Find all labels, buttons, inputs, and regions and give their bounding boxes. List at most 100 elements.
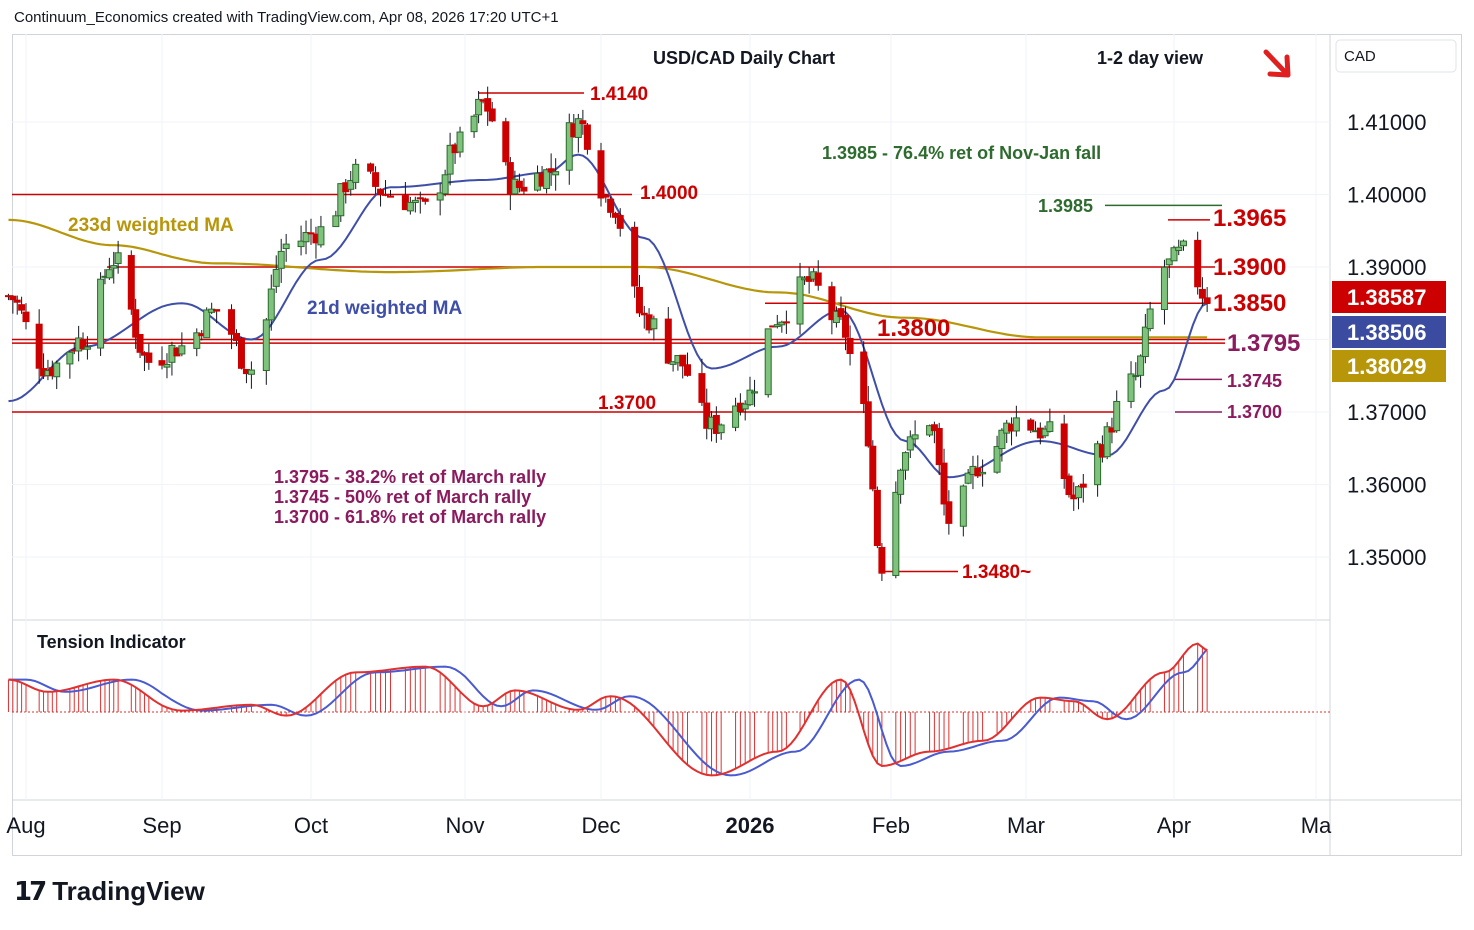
candle-down xyxy=(631,226,639,287)
candle-down xyxy=(307,232,315,235)
level-label-1-3700-ret: 1.3700 xyxy=(1227,402,1282,422)
candle-down xyxy=(579,120,587,125)
candle-down xyxy=(842,314,850,338)
candle-up xyxy=(272,269,280,287)
candle-down xyxy=(635,286,643,314)
candle-down xyxy=(158,360,166,366)
candle-down xyxy=(145,352,153,363)
chart-frame[interactable] xyxy=(12,34,1462,856)
candle-up xyxy=(203,309,211,339)
level-label-1-3800: 1.3800 xyxy=(877,315,950,342)
price-badge xyxy=(1332,281,1446,313)
x-axis: Aug Sep Oct Nov Dec 2026 Feb Mar Apr Ma xyxy=(6,813,1332,838)
candle-up xyxy=(105,269,113,279)
candle-up xyxy=(1170,247,1178,262)
candle-up xyxy=(282,243,290,250)
tradingview-logo[interactable]: 17 TradingView xyxy=(14,876,205,907)
candle-down xyxy=(502,121,510,163)
candle-up xyxy=(297,240,305,248)
candle-down xyxy=(421,198,429,202)
candle-up xyxy=(1041,428,1049,437)
candle-up xyxy=(332,215,340,228)
candle-down xyxy=(13,299,21,303)
candle-up xyxy=(552,171,560,176)
candle-up xyxy=(456,131,464,153)
level-label-1-3965: 1.3965 xyxy=(1213,205,1286,232)
level-label-1-4140: 1.4140 xyxy=(590,84,648,105)
candle-up xyxy=(897,469,905,495)
candle-down xyxy=(367,163,375,172)
y-tick-label: 1.40000 xyxy=(1347,183,1427,208)
candle-down xyxy=(484,98,492,112)
candle-down xyxy=(878,546,886,574)
price-badge xyxy=(1332,316,1446,348)
candle-down xyxy=(132,309,140,338)
tension-label: Tension Indicator xyxy=(37,632,186,652)
candle-down xyxy=(1060,423,1068,480)
candle-up xyxy=(317,226,325,246)
candle-up xyxy=(475,98,483,116)
candle-up xyxy=(1160,266,1168,311)
candle-down xyxy=(22,311,30,323)
tension-main-line xyxy=(8,642,1208,777)
candle-down xyxy=(382,193,390,196)
candle-up xyxy=(247,369,255,375)
candle-down xyxy=(782,321,790,324)
candle-down xyxy=(846,337,854,354)
y-tick-label: 1.39000 xyxy=(1347,255,1427,280)
candle-down xyxy=(814,272,822,286)
level-label-1-3850: 1.3850 xyxy=(1213,290,1286,317)
candle-down xyxy=(837,308,845,318)
x-tick-label: Dec xyxy=(581,813,620,838)
candle-down xyxy=(930,424,938,432)
candle-down xyxy=(547,168,555,173)
candle-up xyxy=(911,434,919,440)
x-tick-label: 2026 xyxy=(726,813,775,838)
candle-up xyxy=(441,174,449,195)
candle-up xyxy=(565,122,573,171)
candle-up xyxy=(764,328,772,396)
candle-up xyxy=(1103,426,1111,458)
candle-down xyxy=(416,197,424,200)
candle-down xyxy=(9,295,17,301)
candle-up xyxy=(1094,443,1102,486)
candle-up xyxy=(436,192,444,201)
level-label-1-4000: 1.4000 xyxy=(640,183,698,204)
candle-down xyxy=(616,214,624,229)
candle-up xyxy=(178,345,186,355)
candle-up xyxy=(901,452,909,471)
candle-up xyxy=(741,403,749,410)
candle-up xyxy=(1132,375,1140,378)
candle-up xyxy=(732,405,740,428)
grid xyxy=(12,34,1330,800)
candle-up xyxy=(262,319,270,371)
candle-up xyxy=(337,183,345,217)
candle-down xyxy=(1027,419,1035,431)
candle-up xyxy=(83,346,91,350)
candle-up xyxy=(1137,355,1145,376)
candle-down xyxy=(684,364,692,376)
candle-up xyxy=(993,446,1001,473)
candle-down xyxy=(864,401,872,447)
candle-up xyxy=(778,321,786,326)
tradingview-mark-icon: 17 xyxy=(14,876,47,907)
candle-down xyxy=(945,501,953,524)
candle-down xyxy=(1194,239,1202,288)
candle-up xyxy=(746,389,754,406)
candle-up xyxy=(277,250,285,269)
level-label-1-3795: 1.3795 xyxy=(1227,330,1300,357)
candles xyxy=(4,86,1211,581)
candle-up xyxy=(650,318,658,330)
candle-down xyxy=(18,304,26,311)
ma233-label: 233d weighted MA xyxy=(68,215,234,236)
candle-up xyxy=(114,252,122,264)
candle-down xyxy=(506,162,514,196)
candle-down xyxy=(935,427,943,466)
price-badge-label: 1.38506 xyxy=(1347,320,1427,345)
candle-down xyxy=(515,180,523,188)
candle-up xyxy=(906,436,914,451)
chart-credit: Continuum_Economics created with Trading… xyxy=(14,9,559,26)
level-label-1-3985: 1.3985 xyxy=(1038,196,1093,216)
candle-up xyxy=(1141,326,1149,358)
